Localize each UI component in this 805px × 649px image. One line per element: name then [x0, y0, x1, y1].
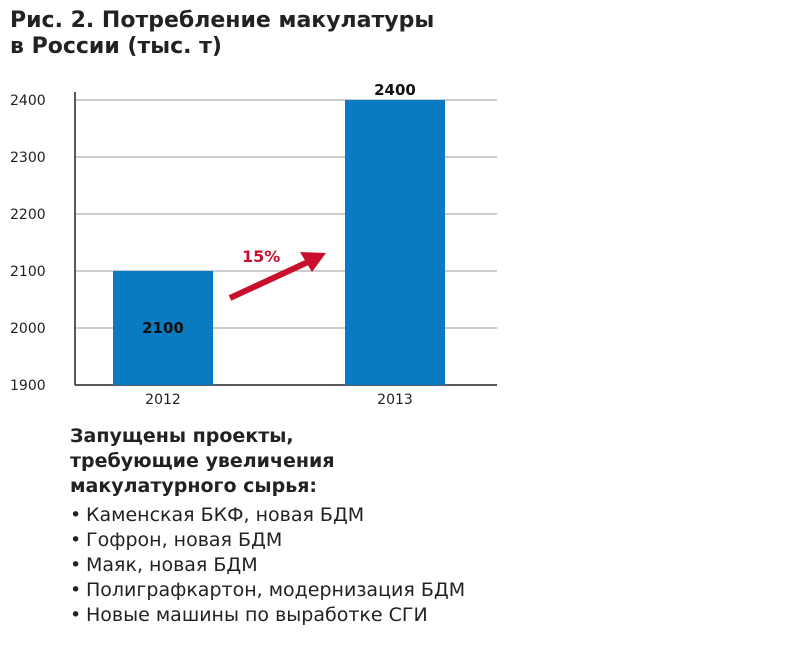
data-label: 2100 [142, 319, 184, 337]
y-tick-label: 2200 [10, 207, 46, 223]
bullet-icon: • [70, 604, 82, 626]
bar-chart: 1900 2000 2100 2200 2300 2400 2100 2012 2400 2013… [10, 81, 497, 408]
list-item: • Новые машины по выработке СГИ [70, 603, 465, 628]
list-item-text: Каменская БКФ, новая БДМ [86, 504, 365, 526]
list-item: • Гофрон, новая БДМ [70, 528, 465, 553]
projects-heading-line-3: макулатурного сырья: [70, 475, 317, 497]
bar [113, 271, 213, 385]
bar [345, 100, 445, 385]
bullet-icon: • [70, 529, 82, 551]
bullet-icon: • [70, 554, 82, 576]
growth-arrow-icon [300, 252, 326, 272]
y-tick-label: 1900 [10, 378, 46, 394]
y-tick-label: 2100 [10, 264, 46, 280]
bullet-icon: • [70, 504, 82, 526]
projects-list: • Каменская БКФ, новая БДМ • Гофрон, новая… [70, 503, 465, 628]
list-item: • Каменская БКФ, новая БДМ [70, 503, 465, 528]
growth-percent-label: 15% [242, 247, 280, 266]
x-tick-label: 2012 [145, 392, 181, 408]
projects-heading-line-1: Запущены проекты, [70, 425, 294, 447]
y-tick-label: 2300 [10, 150, 46, 166]
list-item-text: Полиграфкартон, модернизация БДМ [86, 579, 466, 601]
growth-arrow-shaft [228, 259, 310, 301]
projects-heading: Запущены проекты, требующие увеличения м… [70, 424, 465, 499]
x-tick-label: 2013 [377, 392, 413, 408]
list-item-text: Новые машины по выработке СГИ [86, 604, 428, 626]
y-tick-label: 2400 [10, 93, 46, 109]
data-label: 2400 [374, 81, 416, 99]
y-tick-label: 2000 [10, 321, 46, 337]
chart-title-line-1: Рис. 2. Потребление макулатуры [10, 8, 435, 33]
projects-block: Запущены проекты, требующие увеличения м… [70, 424, 465, 628]
chart-title-line-2: в России (тыс. т) [10, 34, 222, 59]
list-item-text: Маяк, новая БДМ [86, 554, 258, 576]
bullet-icon: • [70, 579, 82, 601]
list-item-text: Гофрон, новая БДМ [86, 529, 283, 551]
projects-heading-line-2: требующие увеличения [70, 450, 335, 472]
list-item: • Маяк, новая БДМ [70, 553, 465, 578]
list-item: • Полиграфкартон, модернизация БДМ [70, 578, 465, 603]
chart-title: Рис. 2. Потребление макулатуры в России … [10, 8, 434, 60]
